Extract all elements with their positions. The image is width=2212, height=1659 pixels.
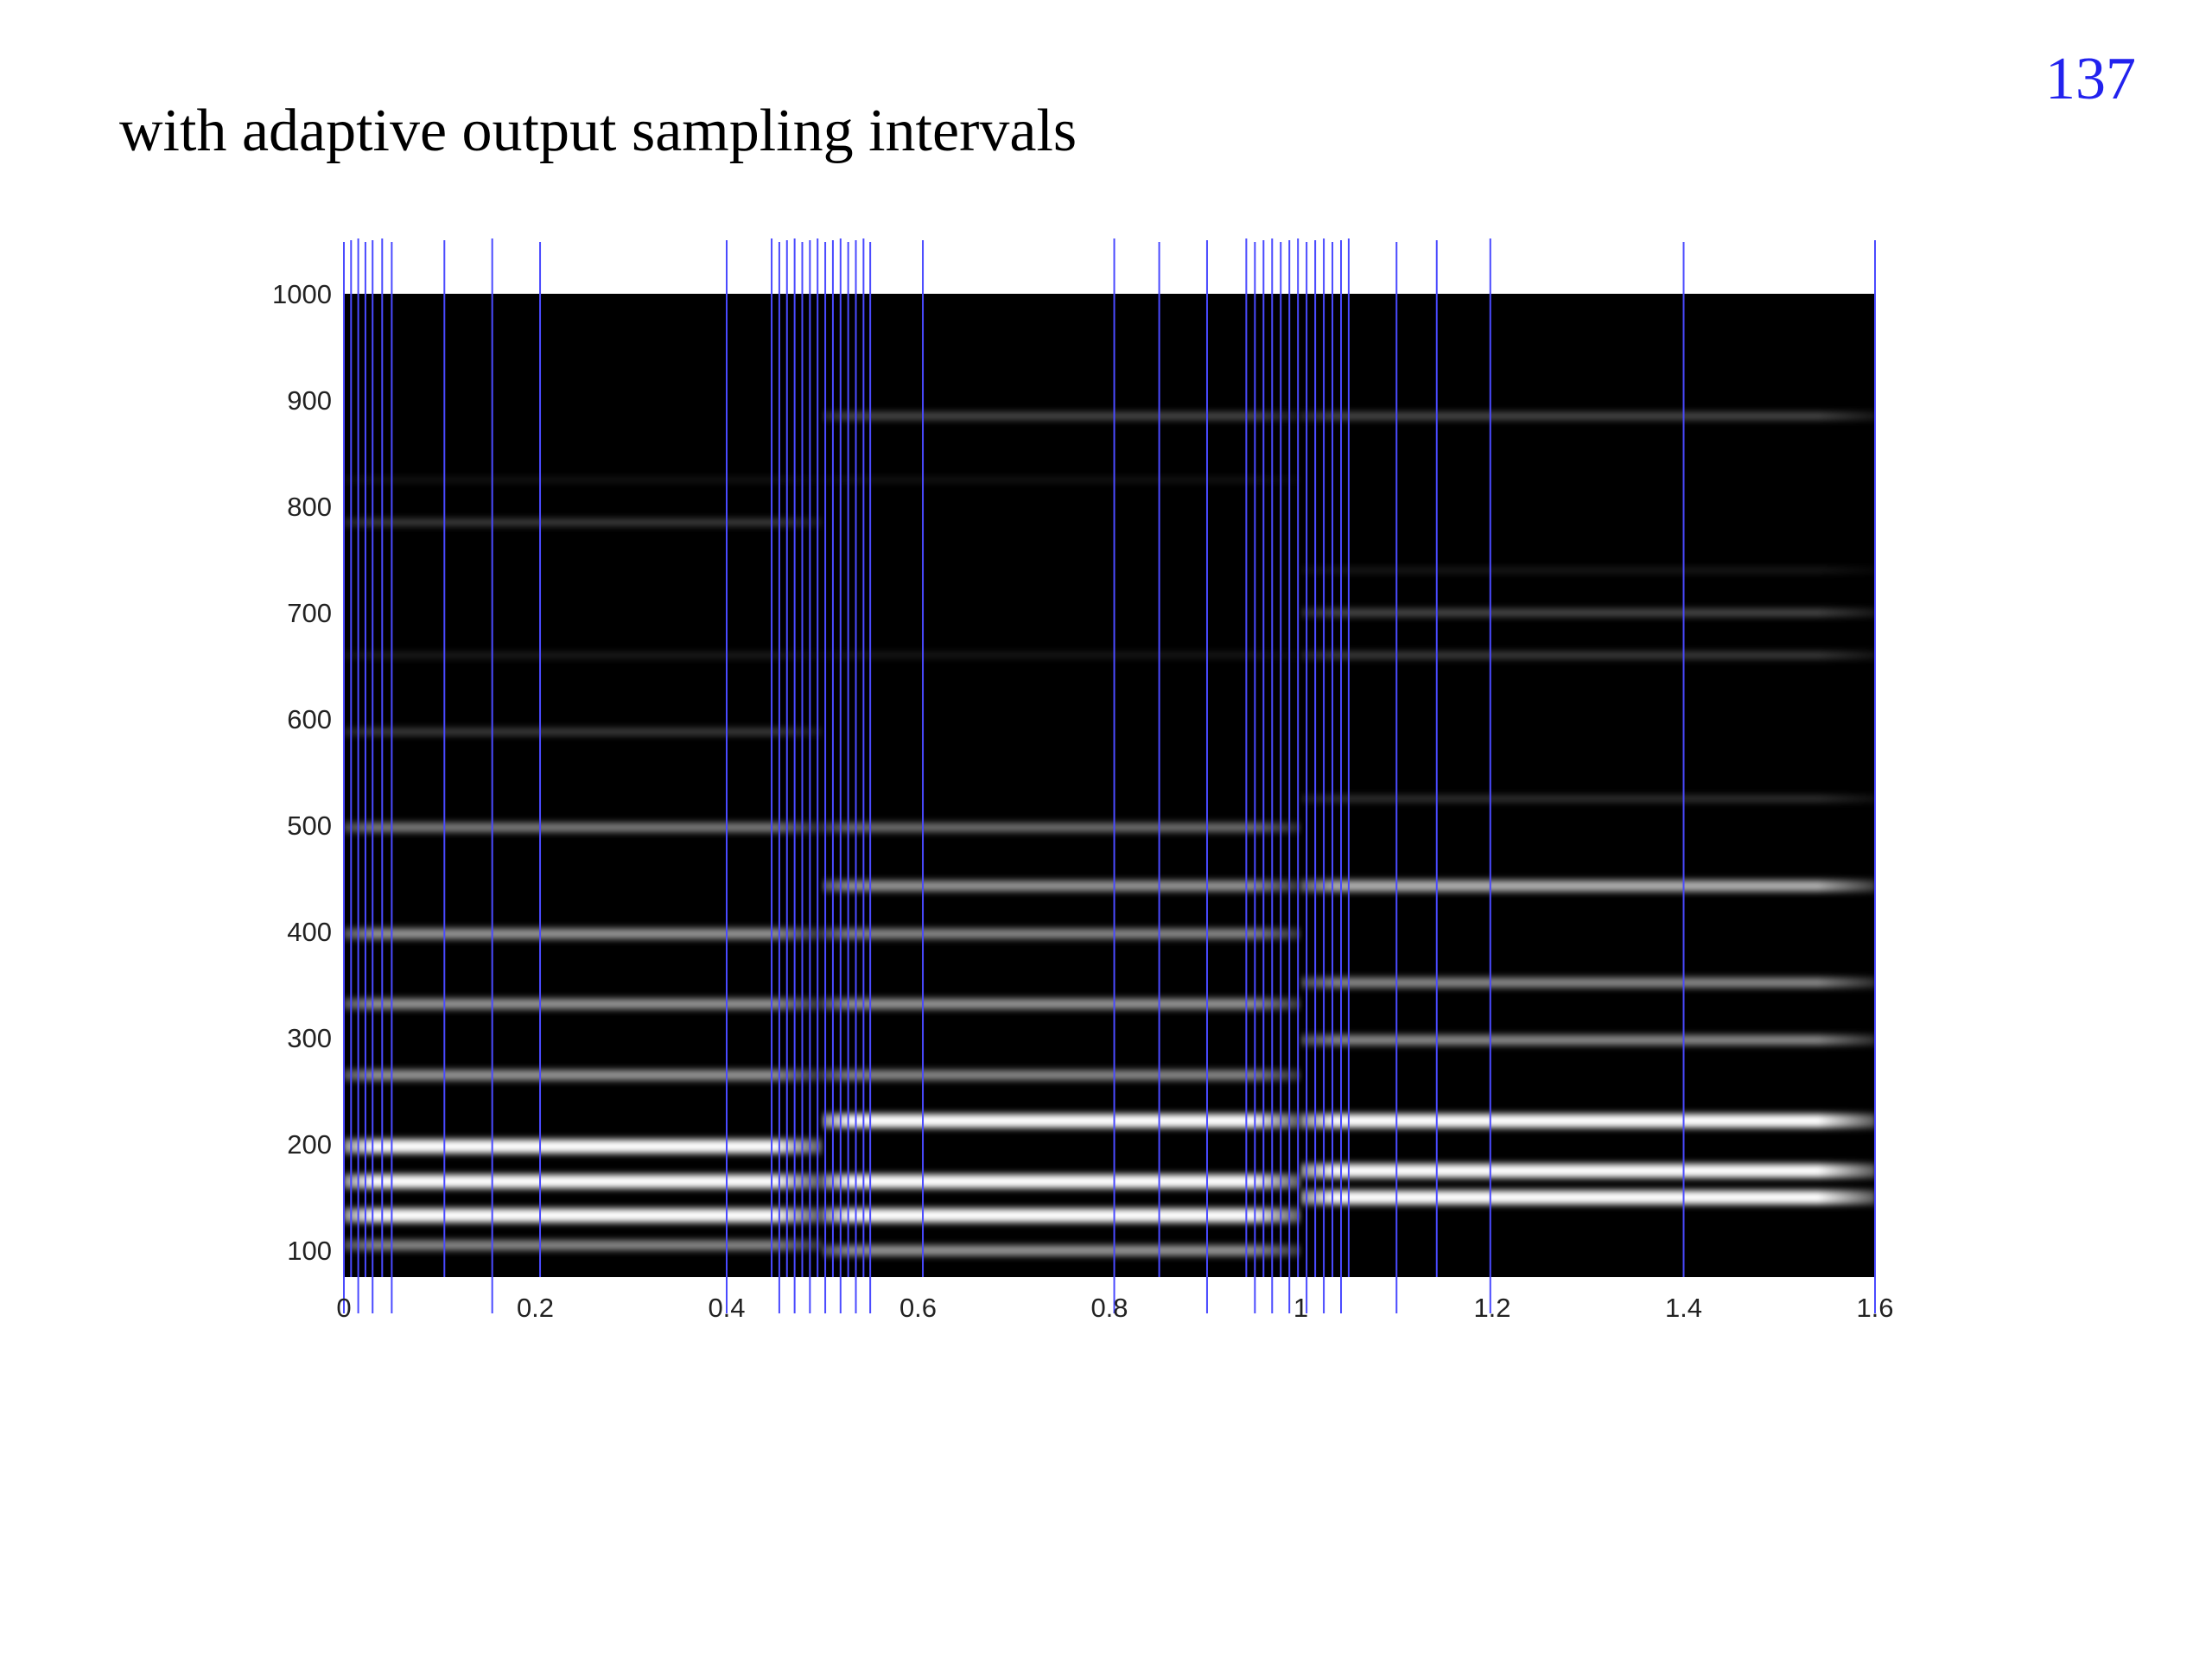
partials-layer — [344, 411, 1875, 1256]
partial-band — [344, 1174, 823, 1189]
partial-band — [822, 1114, 1301, 1128]
y-tick-label: 600 — [287, 704, 332, 734]
partial-band — [822, 928, 1301, 939]
partial-band — [822, 1245, 1301, 1256]
y-tick-label: 900 — [287, 385, 332, 416]
partial-band — [822, 1174, 1301, 1189]
partial-band — [1300, 567, 1875, 574]
partial-band — [1300, 880, 1875, 892]
y-tick-label: 100 — [287, 1236, 332, 1266]
x-tick-label: 0.8 — [1090, 1293, 1128, 1323]
x-tick-label: 1 — [1294, 1293, 1308, 1323]
partial-band — [822, 1070, 1301, 1080]
x-tick-label: 1.4 — [1665, 1293, 1702, 1323]
partial-band — [1300, 411, 1875, 420]
partial-band — [1300, 1114, 1875, 1128]
partial-band — [822, 823, 1301, 832]
partial-band — [344, 1208, 823, 1223]
y-tick-label: 200 — [287, 1129, 332, 1160]
partial-band — [1300, 1163, 1875, 1178]
x-tick-label: 0 — [336, 1293, 351, 1323]
partial-band — [822, 880, 1301, 892]
slide-title: with adaptive output sampling intervals — [119, 98, 1077, 164]
partial-band — [1300, 977, 1875, 988]
partial-band — [1300, 1034, 1875, 1046]
partial-band — [1300, 652, 1875, 659]
spectrogram-background — [344, 294, 1875, 1277]
partial-band — [822, 476, 1301, 483]
partial-band — [344, 1070, 823, 1081]
sampling-lines — [343, 238, 1876, 1313]
y-tick-label: 300 — [287, 1023, 332, 1053]
page-number: 137 — [2045, 46, 2136, 112]
partial-band — [1300, 608, 1875, 617]
partial-band — [822, 652, 1301, 658]
x-tick-label: 0.2 — [517, 1293, 554, 1323]
y-tick-label: 500 — [287, 810, 332, 841]
partial-band — [344, 1240, 823, 1250]
partial-band — [344, 728, 823, 736]
x-tick-label: 1.6 — [1856, 1293, 1893, 1323]
plot-area — [344, 294, 1875, 1277]
partial-band — [344, 1139, 823, 1154]
y-tick-label: 1000 — [272, 279, 332, 309]
partial-band — [344, 518, 823, 526]
partial-band — [1300, 1190, 1875, 1205]
partial-band — [344, 652, 823, 658]
partial-band — [344, 998, 823, 1009]
partial-band — [1300, 795, 1875, 803]
y-tick-label: 700 — [287, 598, 332, 628]
partial-band — [822, 1208, 1301, 1223]
partial-band — [344, 928, 823, 939]
partial-band — [344, 476, 823, 483]
partial-band — [344, 823, 823, 833]
partial-band — [822, 411, 1301, 420]
partial-band — [822, 998, 1301, 1009]
y-tick-label: 800 — [287, 492, 332, 522]
x-tick-label: 0.4 — [708, 1293, 745, 1323]
x-tick-label: 0.6 — [899, 1293, 937, 1323]
y-tick-label: 400 — [287, 917, 332, 947]
x-tick-label: 1.2 — [1473, 1293, 1510, 1323]
axis-labels: 100 200 300 400 500 600 700 800 900 1000 0 0.2 0.4 0.… — [272, 279, 1894, 1323]
